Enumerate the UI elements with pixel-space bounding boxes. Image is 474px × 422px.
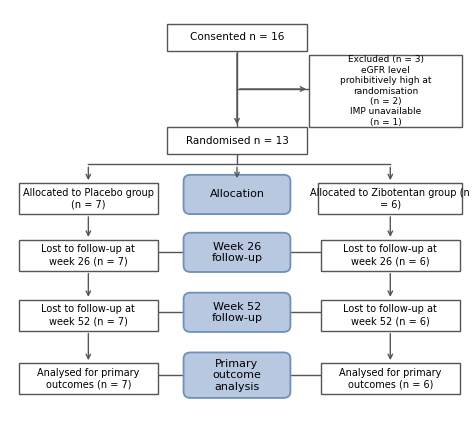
Text: Excluded (n = 3)
eGFR level
prohibitively high at
randomisation
(n = 2)
IMP unav: Excluded (n = 3) eGFR level prohibitivel… xyxy=(340,55,431,127)
Text: Primary
outcome
analysis: Primary outcome analysis xyxy=(212,359,262,392)
FancyBboxPatch shape xyxy=(167,127,307,154)
FancyBboxPatch shape xyxy=(18,240,158,271)
FancyBboxPatch shape xyxy=(183,175,291,214)
FancyBboxPatch shape xyxy=(18,300,158,331)
Text: Lost to follow-up at
week 26 (n = 7): Lost to follow-up at week 26 (n = 7) xyxy=(41,244,135,266)
Text: Consented n = 16: Consented n = 16 xyxy=(190,32,284,42)
FancyBboxPatch shape xyxy=(167,24,307,51)
Text: Allocated to Zibotentan group (n
= 6): Allocated to Zibotentan group (n = 6) xyxy=(310,188,470,209)
FancyBboxPatch shape xyxy=(320,240,460,271)
FancyBboxPatch shape xyxy=(320,363,460,394)
Text: Lost to follow-up at
week 52 (n = 6): Lost to follow-up at week 52 (n = 6) xyxy=(343,304,437,326)
Text: Analysed for primary
outcomes (n = 6): Analysed for primary outcomes (n = 6) xyxy=(339,368,441,389)
Text: Lost to follow-up at
week 26 (n = 6): Lost to follow-up at week 26 (n = 6) xyxy=(343,244,437,266)
FancyBboxPatch shape xyxy=(320,300,460,331)
FancyBboxPatch shape xyxy=(309,55,462,127)
FancyBboxPatch shape xyxy=(18,183,158,214)
Text: Randomised n = 13: Randomised n = 13 xyxy=(185,136,289,146)
Text: Week 26
follow-up: Week 26 follow-up xyxy=(211,241,263,263)
Text: Analysed for primary
outcomes (n = 7): Analysed for primary outcomes (n = 7) xyxy=(37,368,139,389)
Text: Allocation: Allocation xyxy=(210,189,264,200)
Text: Week 52
follow-up: Week 52 follow-up xyxy=(211,302,263,323)
FancyBboxPatch shape xyxy=(18,363,158,394)
Text: Allocated to Placebo group
(n = 7): Allocated to Placebo group (n = 7) xyxy=(23,188,154,209)
FancyBboxPatch shape xyxy=(183,352,291,398)
Text: Lost to follow-up at
week 52 (n = 7): Lost to follow-up at week 52 (n = 7) xyxy=(41,304,135,326)
FancyBboxPatch shape xyxy=(183,233,291,272)
FancyBboxPatch shape xyxy=(183,293,291,332)
FancyBboxPatch shape xyxy=(318,183,462,214)
